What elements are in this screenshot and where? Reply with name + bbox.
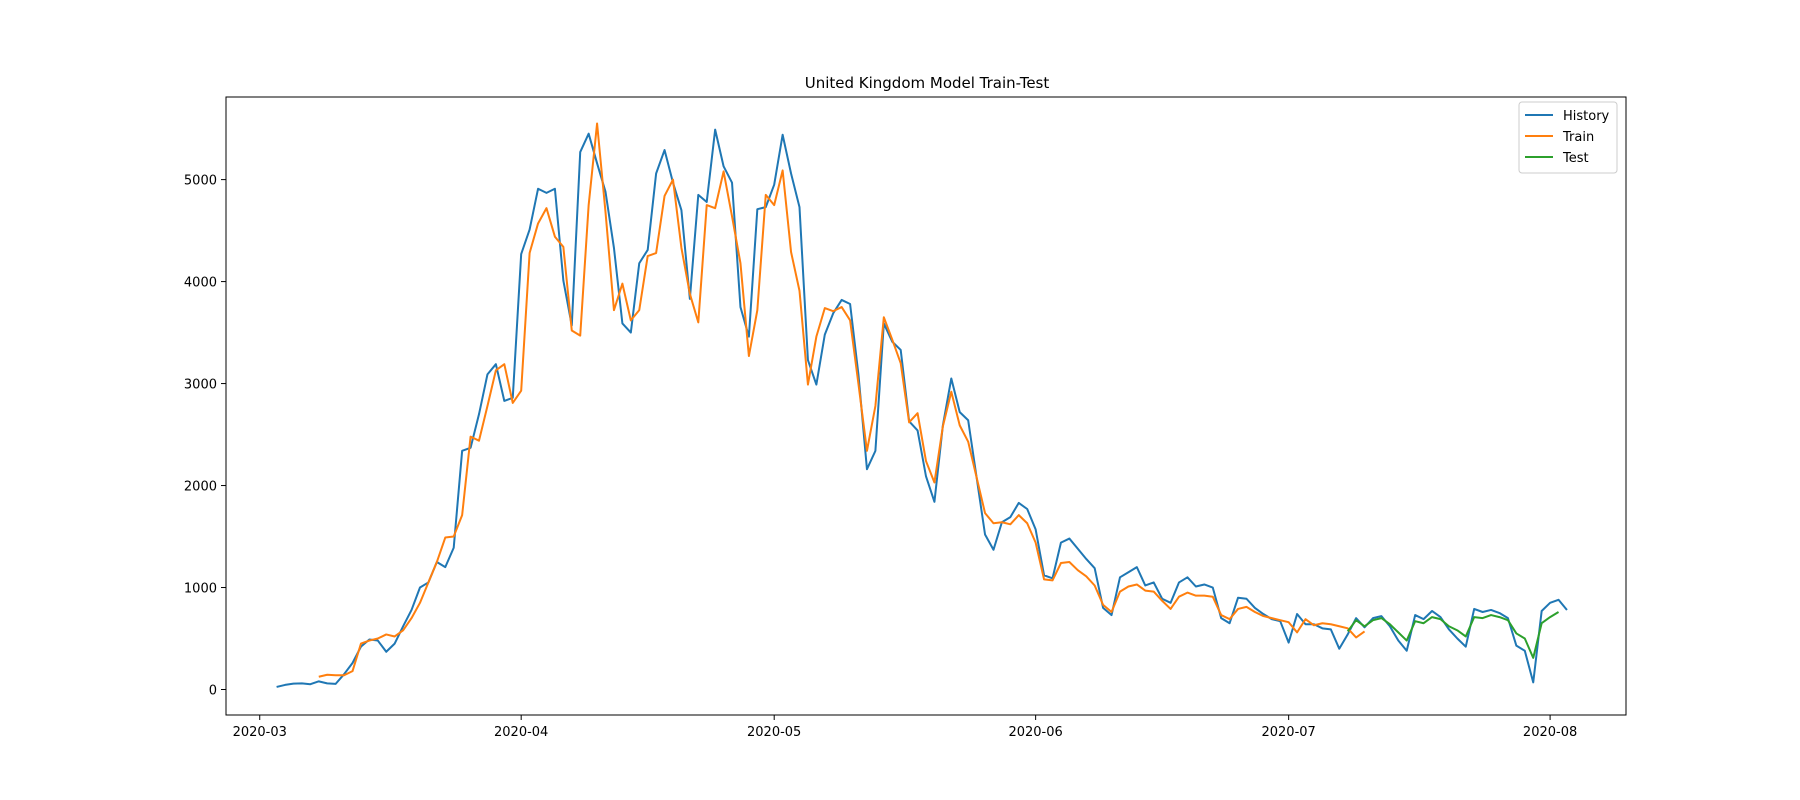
series-line-test [1346,611,1560,659]
y-tick-label: 3000 [184,378,217,393]
x-tick-label: 2020-06 [1008,725,1062,740]
y-tick-label: 5000 [184,174,217,189]
axes-frame [225,96,1627,716]
y-tick-label: 0 [209,684,217,699]
y-tick-label: 2000 [184,480,217,495]
legend: History Train Test [1518,101,1618,174]
x-tick-label: 2020-03 [233,725,287,740]
chart-title: United Kingdom Model Train-Test [805,74,1050,92]
series-line-train [318,122,1366,678]
plot-area: 2020-03 2020-04 2020-05 2020-06 2020-07 2020-… [184,96,1627,740]
y-tick-label: 4000 [184,276,217,291]
x-tick-label: 2020-07 [1261,725,1315,740]
legend-box [1518,101,1618,174]
x-tick-label: 2020-04 [494,725,548,740]
y-tick-label: 1000 [184,582,217,597]
x-tick-label: 2020-05 [747,725,801,740]
legend-label-train: Train [1562,130,1594,145]
legend-label-history: History [1563,109,1610,124]
x-tick-label: 2020-08 [1523,725,1577,740]
legend-label-test: Test [1562,151,1589,166]
